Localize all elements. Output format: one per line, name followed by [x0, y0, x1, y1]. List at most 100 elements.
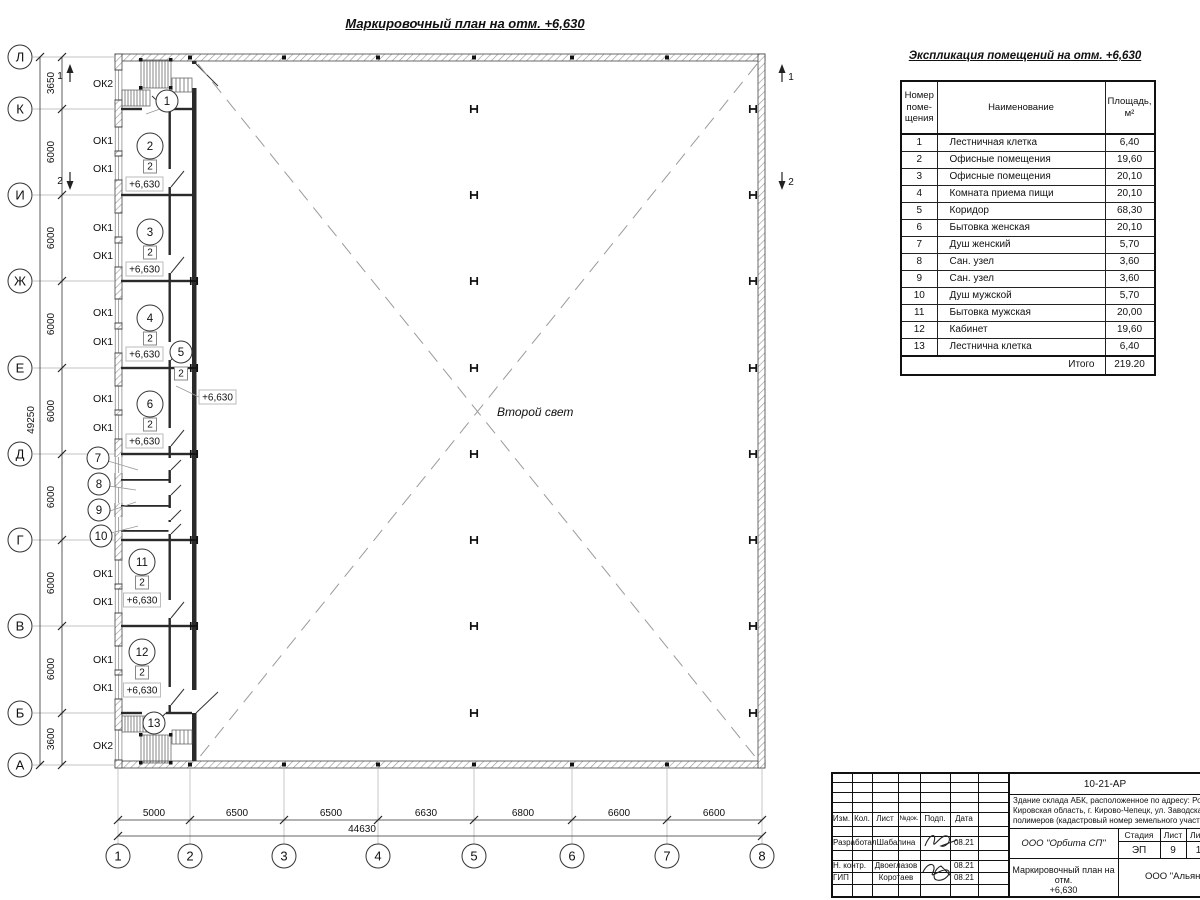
- stage-label: Стадия: [1124, 830, 1154, 840]
- elevation-mark: +6,630: [129, 180, 160, 191]
- table-row: 10 Душ мужской 5,70: [900, 287, 1155, 305]
- room-bubbles: 1 2 3 4 5 6 7 8 9 10 11 12 13: [86, 89, 193, 735]
- col-header-area: Площадь, м²: [1104, 80, 1155, 135]
- dim-total-label: 44630: [348, 824, 376, 835]
- axis-label: Е: [16, 361, 25, 376]
- axis-label: 3: [280, 849, 287, 864]
- table-row: 3 Офисные помещения 20,10: [900, 168, 1155, 186]
- window-label: ОК1: [93, 250, 113, 262]
- table-row: 12 Кабинет 19,60: [900, 321, 1155, 339]
- axis-label: А: [16, 758, 25, 773]
- signer-date: 08.21: [953, 838, 975, 847]
- total-label: Итого: [900, 355, 1106, 376]
- dim-label: 5000: [143, 808, 166, 819]
- room-number: 13: [148, 718, 161, 730]
- window-label: ОК1: [93, 422, 113, 434]
- elevation-mark: +6,630: [129, 265, 160, 276]
- axis-label: В: [16, 619, 25, 634]
- type-mark: 2: [147, 162, 153, 173]
- steel-columns: [189, 105, 758, 717]
- type-mark: 2: [178, 369, 184, 380]
- col-izm: Изм.: [832, 814, 851, 823]
- schedule-title: Экспликация помещений на отм. +6,630: [908, 50, 1142, 62]
- signer-date: 08.21: [953, 861, 975, 870]
- room-number: 1: [164, 96, 170, 108]
- left-axis-bubbles: Л К И Ж Е Д Г В Б А: [7, 44, 33, 778]
- elevation-mark: +6,630: [129, 350, 160, 361]
- project-address-line3: полимеров (кадастровый номер земельного …: [1013, 817, 1200, 825]
- window-label: ОК1: [93, 393, 113, 405]
- signer-name: Двоеглазов: [874, 861, 918, 870]
- drawing-title: Маркировочный план на отм. +6,630: [1012, 865, 1115, 895]
- col-ndok: №док.: [899, 815, 919, 822]
- axis-label: 4: [374, 849, 381, 864]
- room-number: 8: [96, 479, 102, 491]
- signer-date: 08.21: [953, 873, 975, 882]
- signer-name: Коротаев: [878, 873, 914, 882]
- window-label: ОК1: [93, 682, 113, 694]
- section-label: 1: [788, 72, 794, 83]
- section-label: 2: [57, 176, 63, 187]
- window-label: ОК1: [93, 596, 113, 608]
- floor-plan: Второй свет: [7, 44, 794, 869]
- col-header-number: Номер поме- щения: [900, 80, 938, 135]
- outer-walls: [114, 53, 766, 769]
- signer-name: Шабалина: [876, 838, 916, 847]
- room-type-marks: 2 2 2 2 2 2 2: [135, 159, 188, 680]
- signer-role: Разработал: [833, 838, 877, 847]
- dim-label: 6000: [46, 485, 57, 508]
- window-label: ОК1: [93, 135, 113, 147]
- axis-label: Б: [16, 706, 25, 721]
- room-number: 11: [136, 557, 148, 569]
- axis-label: Л: [16, 50, 25, 65]
- dim-label: 6000: [46, 399, 57, 422]
- elevation-marks: +6,630 +6,630 +6,630 +6,630 +6,630 +6,63…: [123, 176, 237, 698]
- plan-title: Маркировочный план на отм. +6,630: [345, 16, 585, 31]
- table-total-row: Итого 219.20: [900, 355, 1155, 376]
- room-number: 10: [95, 531, 108, 543]
- table-row: 11 Бытовка мужская 20,00: [900, 304, 1155, 322]
- elevation-mark: +6,630: [127, 686, 158, 697]
- second-light-cross: [197, 63, 758, 760]
- window-label: ОК1: [93, 568, 113, 580]
- axis-label: 1: [114, 849, 121, 864]
- elevation-mark: +6,630: [127, 596, 158, 607]
- table-row: 1 Лестничная клетка 6,40: [900, 133, 1155, 152]
- type-mark: 2: [147, 334, 153, 345]
- type-mark: 2: [139, 668, 145, 679]
- axis-label: 8: [758, 849, 765, 864]
- dim-label: 6000: [46, 657, 57, 680]
- window-label: ОК1: [93, 163, 113, 175]
- sheets-label: Листов: [1190, 830, 1200, 840]
- elevation-mark: +6,630: [129, 437, 160, 448]
- dim-label: 6000: [46, 226, 57, 249]
- dim-label: 6500: [320, 808, 343, 819]
- room-number: 2: [147, 141, 153, 153]
- type-mark: 2: [147, 248, 153, 259]
- table-header-row: Номер поме- щения Наименование Площадь, …: [900, 80, 1155, 135]
- section-label: 2: [788, 177, 794, 188]
- dim-label: 6600: [608, 808, 631, 819]
- table-row: 13 Лестнична клетка 6,40: [900, 338, 1155, 357]
- stage-value: ЭП: [1131, 845, 1147, 856]
- stairs-bottom: [121, 715, 193, 765]
- windows: [114, 69, 123, 761]
- dim-label: 6500: [226, 808, 249, 819]
- room-number: 9: [96, 505, 102, 517]
- dim-label: 6000: [46, 571, 57, 594]
- type-mark: 2: [139, 578, 145, 589]
- window-label: ОК1: [93, 654, 113, 666]
- axis-label: 7: [663, 849, 670, 864]
- table-row: 2 Офисные помещения 19,60: [900, 151, 1155, 169]
- window-label: ОК1: [93, 222, 113, 234]
- wall-posts: [188, 55, 669, 767]
- window-label: ОК2: [93, 78, 113, 90]
- col-header-name: Наименование: [936, 80, 1106, 135]
- dim-label: 6630: [415, 808, 438, 819]
- room-number: 6: [147, 399, 153, 411]
- dim-label: 6600: [703, 808, 726, 819]
- room-number: 4: [147, 313, 154, 325]
- dim-label: 3600: [46, 727, 57, 750]
- dim-label: 3650: [46, 71, 57, 94]
- dim-total-label: 49250: [26, 406, 37, 434]
